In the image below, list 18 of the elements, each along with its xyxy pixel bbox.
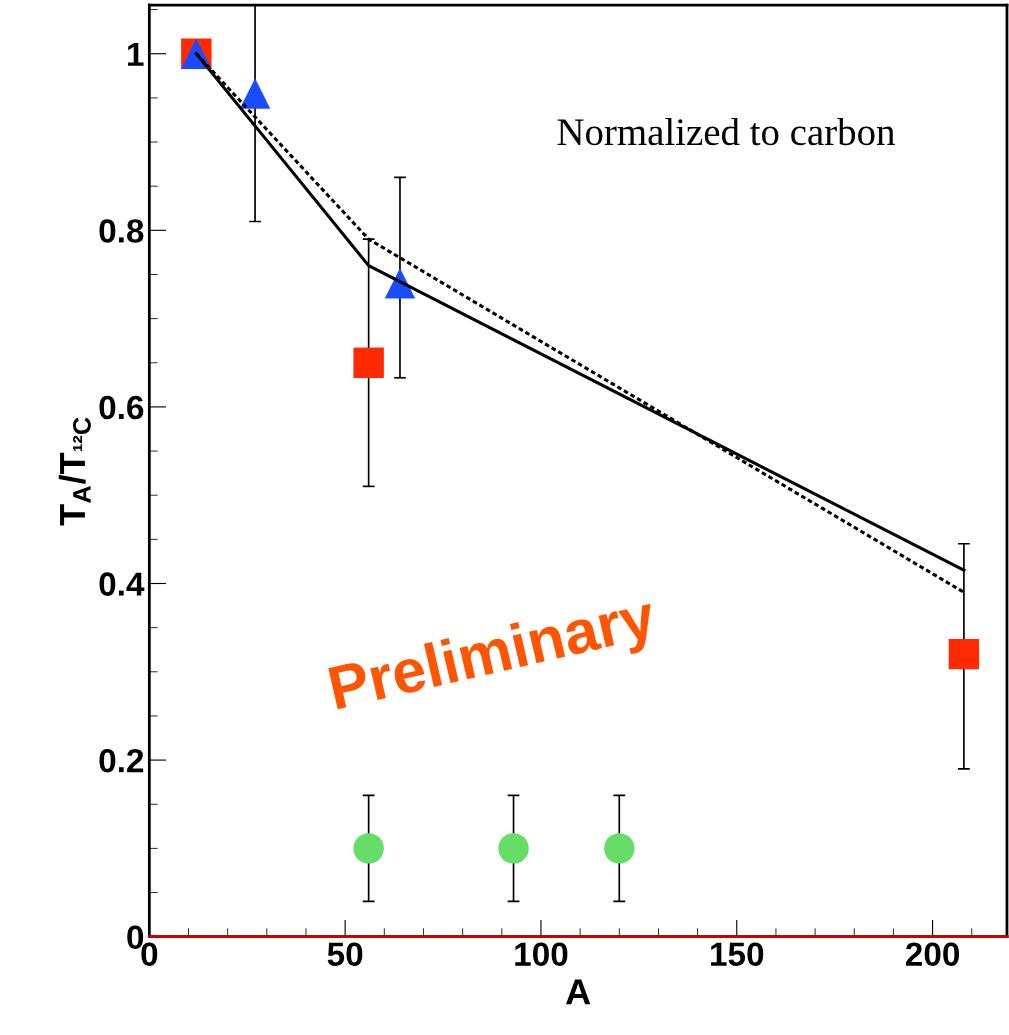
y-tick-label: 0.2: [99, 748, 144, 773]
y-tick-label: 0.8: [99, 219, 144, 243]
point: [353, 347, 384, 378]
x-tick-label: 50: [327, 942, 363, 967]
point: [948, 638, 980, 670]
point: [353, 833, 384, 864]
x-tick-label: 200: [905, 942, 960, 967]
x-tick-label: 150: [711, 942, 764, 967]
point: [604, 833, 635, 864]
y-tick-label: 1: [128, 42, 144, 66]
y-axis-title: T$_{A}$/T$_{¹²C}$: [58, 417, 91, 526]
point: [498, 833, 529, 864]
x-tick-label: 100: [515, 942, 568, 967]
point: [239, 78, 271, 109]
x-axis-title: A: [566, 979, 591, 1005]
y-tick-label: 0.4: [99, 572, 145, 596]
annotation: Normalized to carbon: [557, 117, 895, 146]
y-tick-label: 0.6: [99, 395, 144, 420]
